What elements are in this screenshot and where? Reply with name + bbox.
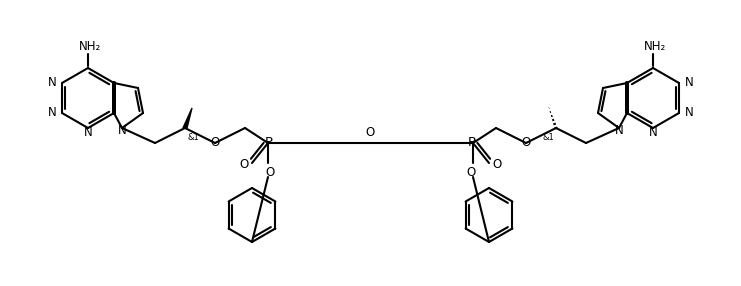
Text: &1: &1 (542, 134, 554, 142)
Text: NH₂: NH₂ (644, 39, 666, 53)
Text: N: N (47, 106, 56, 120)
Text: O: O (466, 166, 476, 180)
Text: N: N (118, 124, 127, 136)
Text: O: O (210, 136, 219, 150)
Text: P: P (265, 136, 273, 150)
Text: N: N (84, 126, 93, 140)
Text: N: N (685, 106, 694, 120)
Text: O: O (265, 166, 275, 180)
Text: O: O (492, 158, 502, 172)
Text: O: O (522, 136, 531, 150)
Text: &1: &1 (187, 134, 199, 142)
Text: N: N (648, 126, 657, 140)
Text: O: O (365, 126, 375, 140)
Text: N: N (685, 76, 694, 90)
Text: P: P (468, 136, 476, 150)
Text: N: N (614, 124, 623, 136)
Polygon shape (183, 108, 192, 128)
Text: O: O (239, 158, 249, 172)
Text: N: N (47, 76, 56, 90)
Text: NH₂: NH₂ (79, 39, 101, 53)
